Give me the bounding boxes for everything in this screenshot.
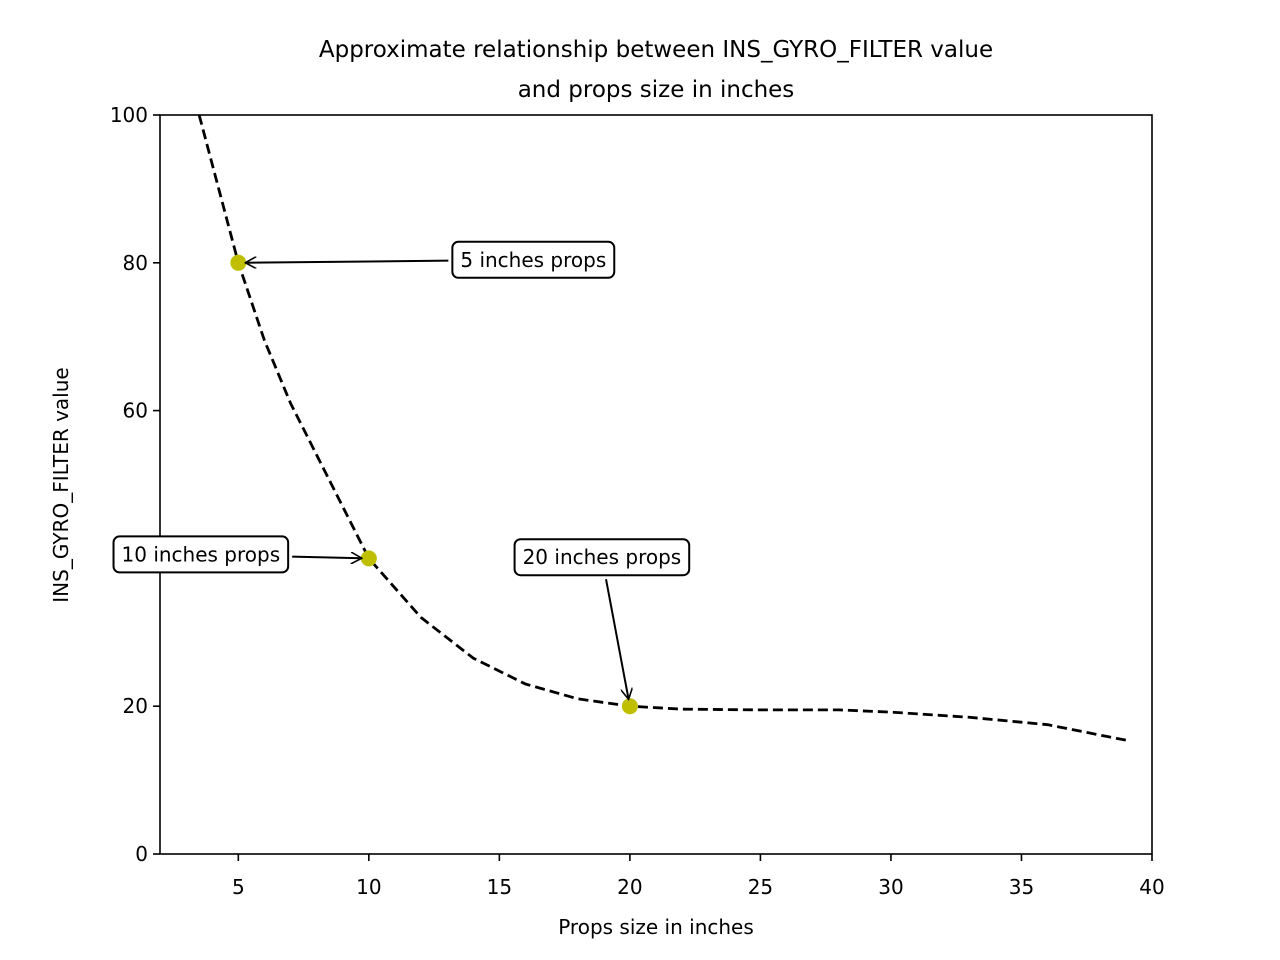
y-tick-label: 0 bbox=[135, 842, 148, 866]
chart-title: Approximate relationship between INS_GYR… bbox=[318, 37, 994, 103]
annotation-arrow bbox=[605, 579, 629, 699]
x-tick-label: 15 bbox=[487, 875, 512, 899]
y-tick-label: 20 bbox=[123, 694, 148, 718]
annotation-box bbox=[451, 240, 616, 279]
annotation-arrow bbox=[245, 261, 449, 263]
annotation-label: 5 inches props bbox=[460, 248, 606, 272]
annotation-arrow bbox=[292, 557, 362, 559]
point bbox=[360, 550, 377, 567]
point bbox=[230, 254, 247, 271]
y-axis-label: INS_GYRO_FILTER value bbox=[49, 367, 73, 602]
x-tick-label: 25 bbox=[748, 875, 773, 899]
x-tick-label: 20 bbox=[617, 875, 642, 899]
x-tick-label: 5 bbox=[232, 875, 245, 899]
curve bbox=[197, 114, 1127, 742]
y-tick-label: 60 bbox=[123, 399, 148, 423]
annotation-box bbox=[112, 535, 290, 574]
annotation-label: 20 inches props bbox=[523, 545, 682, 569]
x-tick-label: 30 bbox=[878, 875, 903, 899]
point bbox=[621, 698, 638, 715]
x-tick-label: 35 bbox=[1009, 875, 1034, 899]
x-tick-label: 10 bbox=[356, 875, 381, 899]
y-tick-label: 100 bbox=[110, 103, 148, 127]
plot-frame bbox=[159, 114, 1153, 855]
annotation-label: 10 inches props bbox=[122, 542, 281, 566]
annotation-box bbox=[513, 538, 691, 577]
x-tick-label: 40 bbox=[1139, 875, 1164, 899]
y-tick-label: 80 bbox=[123, 251, 148, 275]
x-axis-label: Props size in inches bbox=[558, 915, 754, 939]
